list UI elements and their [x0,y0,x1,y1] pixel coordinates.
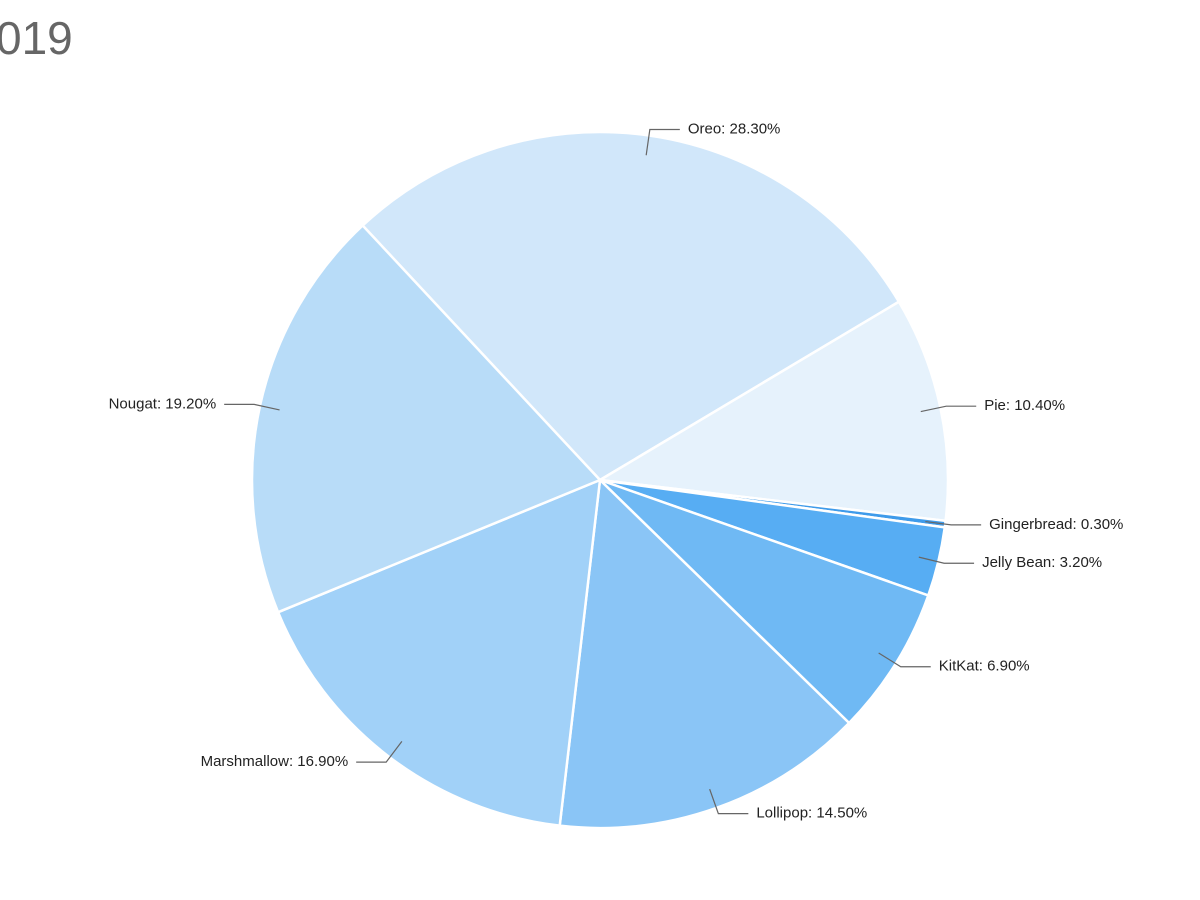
leader-line [918,556,975,564]
leader-line [925,520,982,526]
slice-label: Jelly Bean: 3.20% [982,554,1102,571]
leader-line [224,403,280,411]
slice-label: Oreo: 28.30% [688,120,781,137]
leader-line [920,405,977,413]
leader-line [645,128,680,156]
leader-line [356,741,403,763]
leader-line [878,652,931,668]
leader-line [709,788,749,815]
slice-label: Gingerbread: 0.30% [989,516,1123,533]
slice-label: Pie: 10.40% [984,397,1065,414]
slice-label: Lollipop: 14.50% [756,805,867,822]
slice-label: KitKat: 6.90% [939,658,1030,675]
slice-label: Marshmallow: 16.90% [201,753,349,770]
chart-title: 019 [0,12,73,64]
slice-label: Nougat: 19.20% [109,395,217,412]
